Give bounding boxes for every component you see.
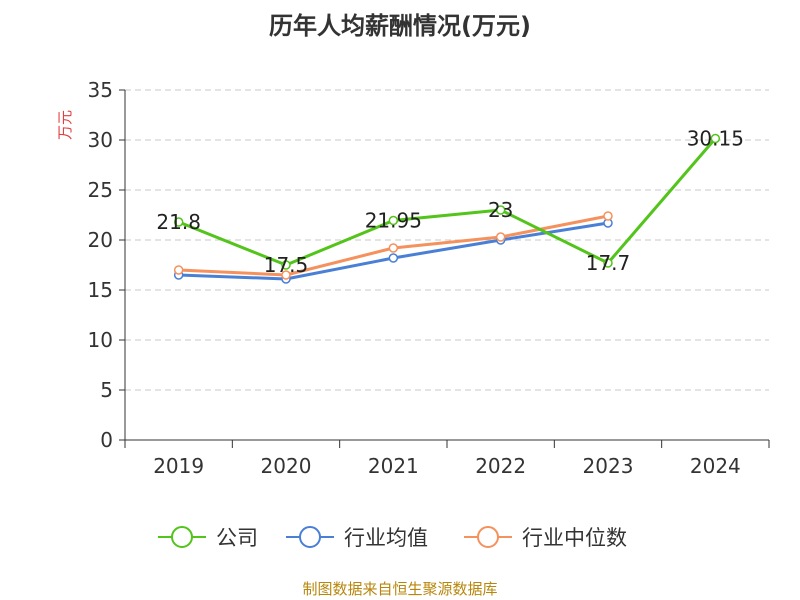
x-tick-label: 2022 bbox=[475, 454, 526, 478]
y-tick-label: 15 bbox=[88, 278, 113, 302]
y-tick-label: 35 bbox=[88, 78, 113, 102]
legend[interactable]: 公司 行业均值 行业中位数 bbox=[158, 526, 627, 550]
y-tick-label: 0 bbox=[100, 428, 113, 452]
data-point bbox=[603, 211, 613, 221]
data-point bbox=[603, 258, 613, 268]
data-point bbox=[388, 215, 399, 226]
legend-label: 公司 bbox=[216, 526, 258, 550]
series-line-0 bbox=[178, 137, 717, 267]
data-label: 17.7 bbox=[586, 251, 631, 275]
data-point bbox=[495, 232, 506, 242]
data-point bbox=[388, 243, 399, 253]
x-tick-label: 2019 bbox=[153, 454, 204, 478]
data-point bbox=[710, 133, 721, 144]
data-labels: 21.8 17.5 21.95 23 17.7 30.15 bbox=[156, 127, 744, 278]
x-tick-label: 2023 bbox=[583, 454, 634, 478]
x-tick-label: 2024 bbox=[690, 454, 741, 478]
data-label: 17.5 bbox=[264, 253, 309, 277]
data-label: 23 bbox=[488, 198, 513, 222]
chart-title: 历年人均薪酬情况(万元) bbox=[269, 12, 531, 40]
data-point bbox=[388, 253, 399, 263]
series-lines bbox=[173, 133, 721, 284]
data-label: 21.95 bbox=[365, 209, 422, 233]
data-label: 30.15 bbox=[687, 127, 744, 151]
legend-marker bbox=[477, 526, 499, 548]
data-point bbox=[173, 217, 184, 227]
data-point bbox=[495, 205, 506, 215]
y-tick-label: 25 bbox=[88, 178, 113, 202]
data-point bbox=[281, 260, 291, 270]
data-label: 21.8 bbox=[156, 210, 201, 234]
y-tick-label: 5 bbox=[100, 378, 113, 402]
y-tick-label: 30 bbox=[88, 128, 113, 152]
data-point bbox=[281, 270, 291, 280]
y-axis-label: 万元 bbox=[56, 110, 74, 140]
source-note: 制图数据来自恒生聚源数据库 bbox=[302, 580, 498, 598]
legend-marker bbox=[171, 526, 193, 548]
x-tick-label: 2020 bbox=[261, 454, 312, 478]
y-tick-label: 10 bbox=[88, 328, 113, 352]
data-point bbox=[173, 265, 184, 275]
legend-label: 行业中位数 bbox=[522, 526, 627, 550]
grid-lines bbox=[125, 89, 769, 391]
y-tick-label: 20 bbox=[88, 228, 113, 252]
legend-label: 行业均值 bbox=[344, 526, 428, 550]
x-tick-label: 2021 bbox=[368, 454, 419, 478]
legend-marker bbox=[299, 526, 321, 548]
axes: 0 5 10 15 20 25 30 35 2019 2020 2021 2022 2023 2024 bbox=[88, 78, 770, 478]
